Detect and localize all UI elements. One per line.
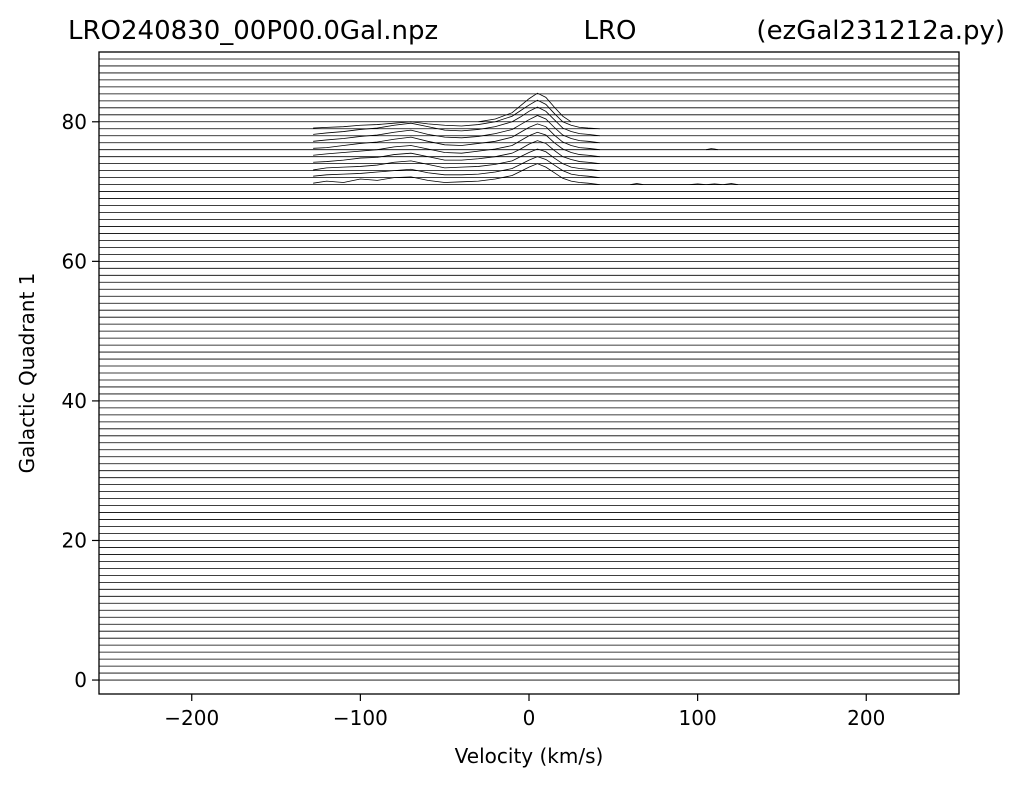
spectrum-trace-80-9 [478, 92, 572, 123]
chart-title-center: LRO [583, 16, 636, 46]
x-axis-label: Velocity (km/s) [455, 744, 604, 768]
spectrum-traces [313, 92, 739, 185]
y-axis-label: Galactic Quadrant 1 [15, 273, 39, 474]
spectrum-trace-76-11 [705, 148, 718, 151]
spectrum-trace-78-7 [313, 106, 600, 137]
spectrum-trace-74-3 [313, 140, 600, 165]
spectrum-trace-72-1 [313, 156, 600, 179]
y-tick-label: 40 [62, 389, 87, 413]
spectrum-trace-75-4 [313, 131, 600, 158]
y-tick-label: 80 [62, 110, 87, 134]
y-tick-label: 60 [62, 249, 87, 273]
chart-title-right: (ezGal231212a.py) [756, 16, 1005, 46]
x-tick-label: 100 [679, 706, 717, 730]
spectrum-trace-71-10 [630, 183, 739, 185]
spectrum-trace-73-2 [313, 148, 600, 172]
y-axis-ticks: 0 20 40 60 80 [62, 110, 99, 692]
y-tick-label: 0 [74, 668, 87, 692]
baseline-lines [99, 58, 959, 681]
spectrum-trace-71-0 [313, 163, 600, 185]
chart-title-left: LRO240830_00P00.0Gal.npz [68, 16, 438, 46]
spectrum-trace-79-8 [313, 99, 600, 130]
x-tick-label: 200 [847, 706, 885, 730]
spectrum-trace-77-6 [313, 115, 600, 144]
spectrum-trace-76-5 [313, 123, 600, 151]
x-tick-label: 0 [523, 706, 536, 730]
x-axis-ticks: −200 −100 0 100 200 [164, 694, 885, 730]
plot-frame [98, 51, 960, 695]
x-tick-label: −100 [333, 706, 388, 730]
y-tick-label: 20 [62, 528, 87, 552]
x-tick-label: −200 [164, 706, 219, 730]
